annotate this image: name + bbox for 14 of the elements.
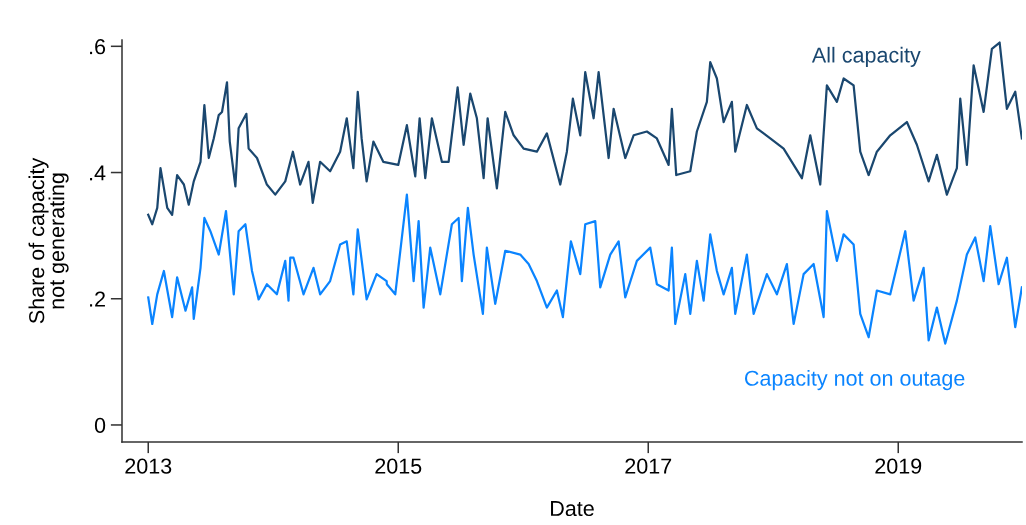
x-tick-label: 2019 [875,458,922,474]
y-axis-title: Share of capacity not generating [28,157,69,324]
series-label: All capacity [811,46,921,67]
y-tick-label: .6 [90,39,106,55]
line-series [147,193,1022,345]
x-tick-label: 2013 [125,458,172,474]
series-label: Capacity not on outage [744,370,965,391]
y-tick-label: .4 [90,165,106,181]
x-tick-label: 2015 [375,458,422,474]
x-tick-label: 2017 [625,458,672,474]
y-tick-label: 0 [94,417,106,433]
line-series [147,41,1022,226]
y-tick-label: .2 [90,291,105,307]
x-axis-title: Date [551,501,594,517]
